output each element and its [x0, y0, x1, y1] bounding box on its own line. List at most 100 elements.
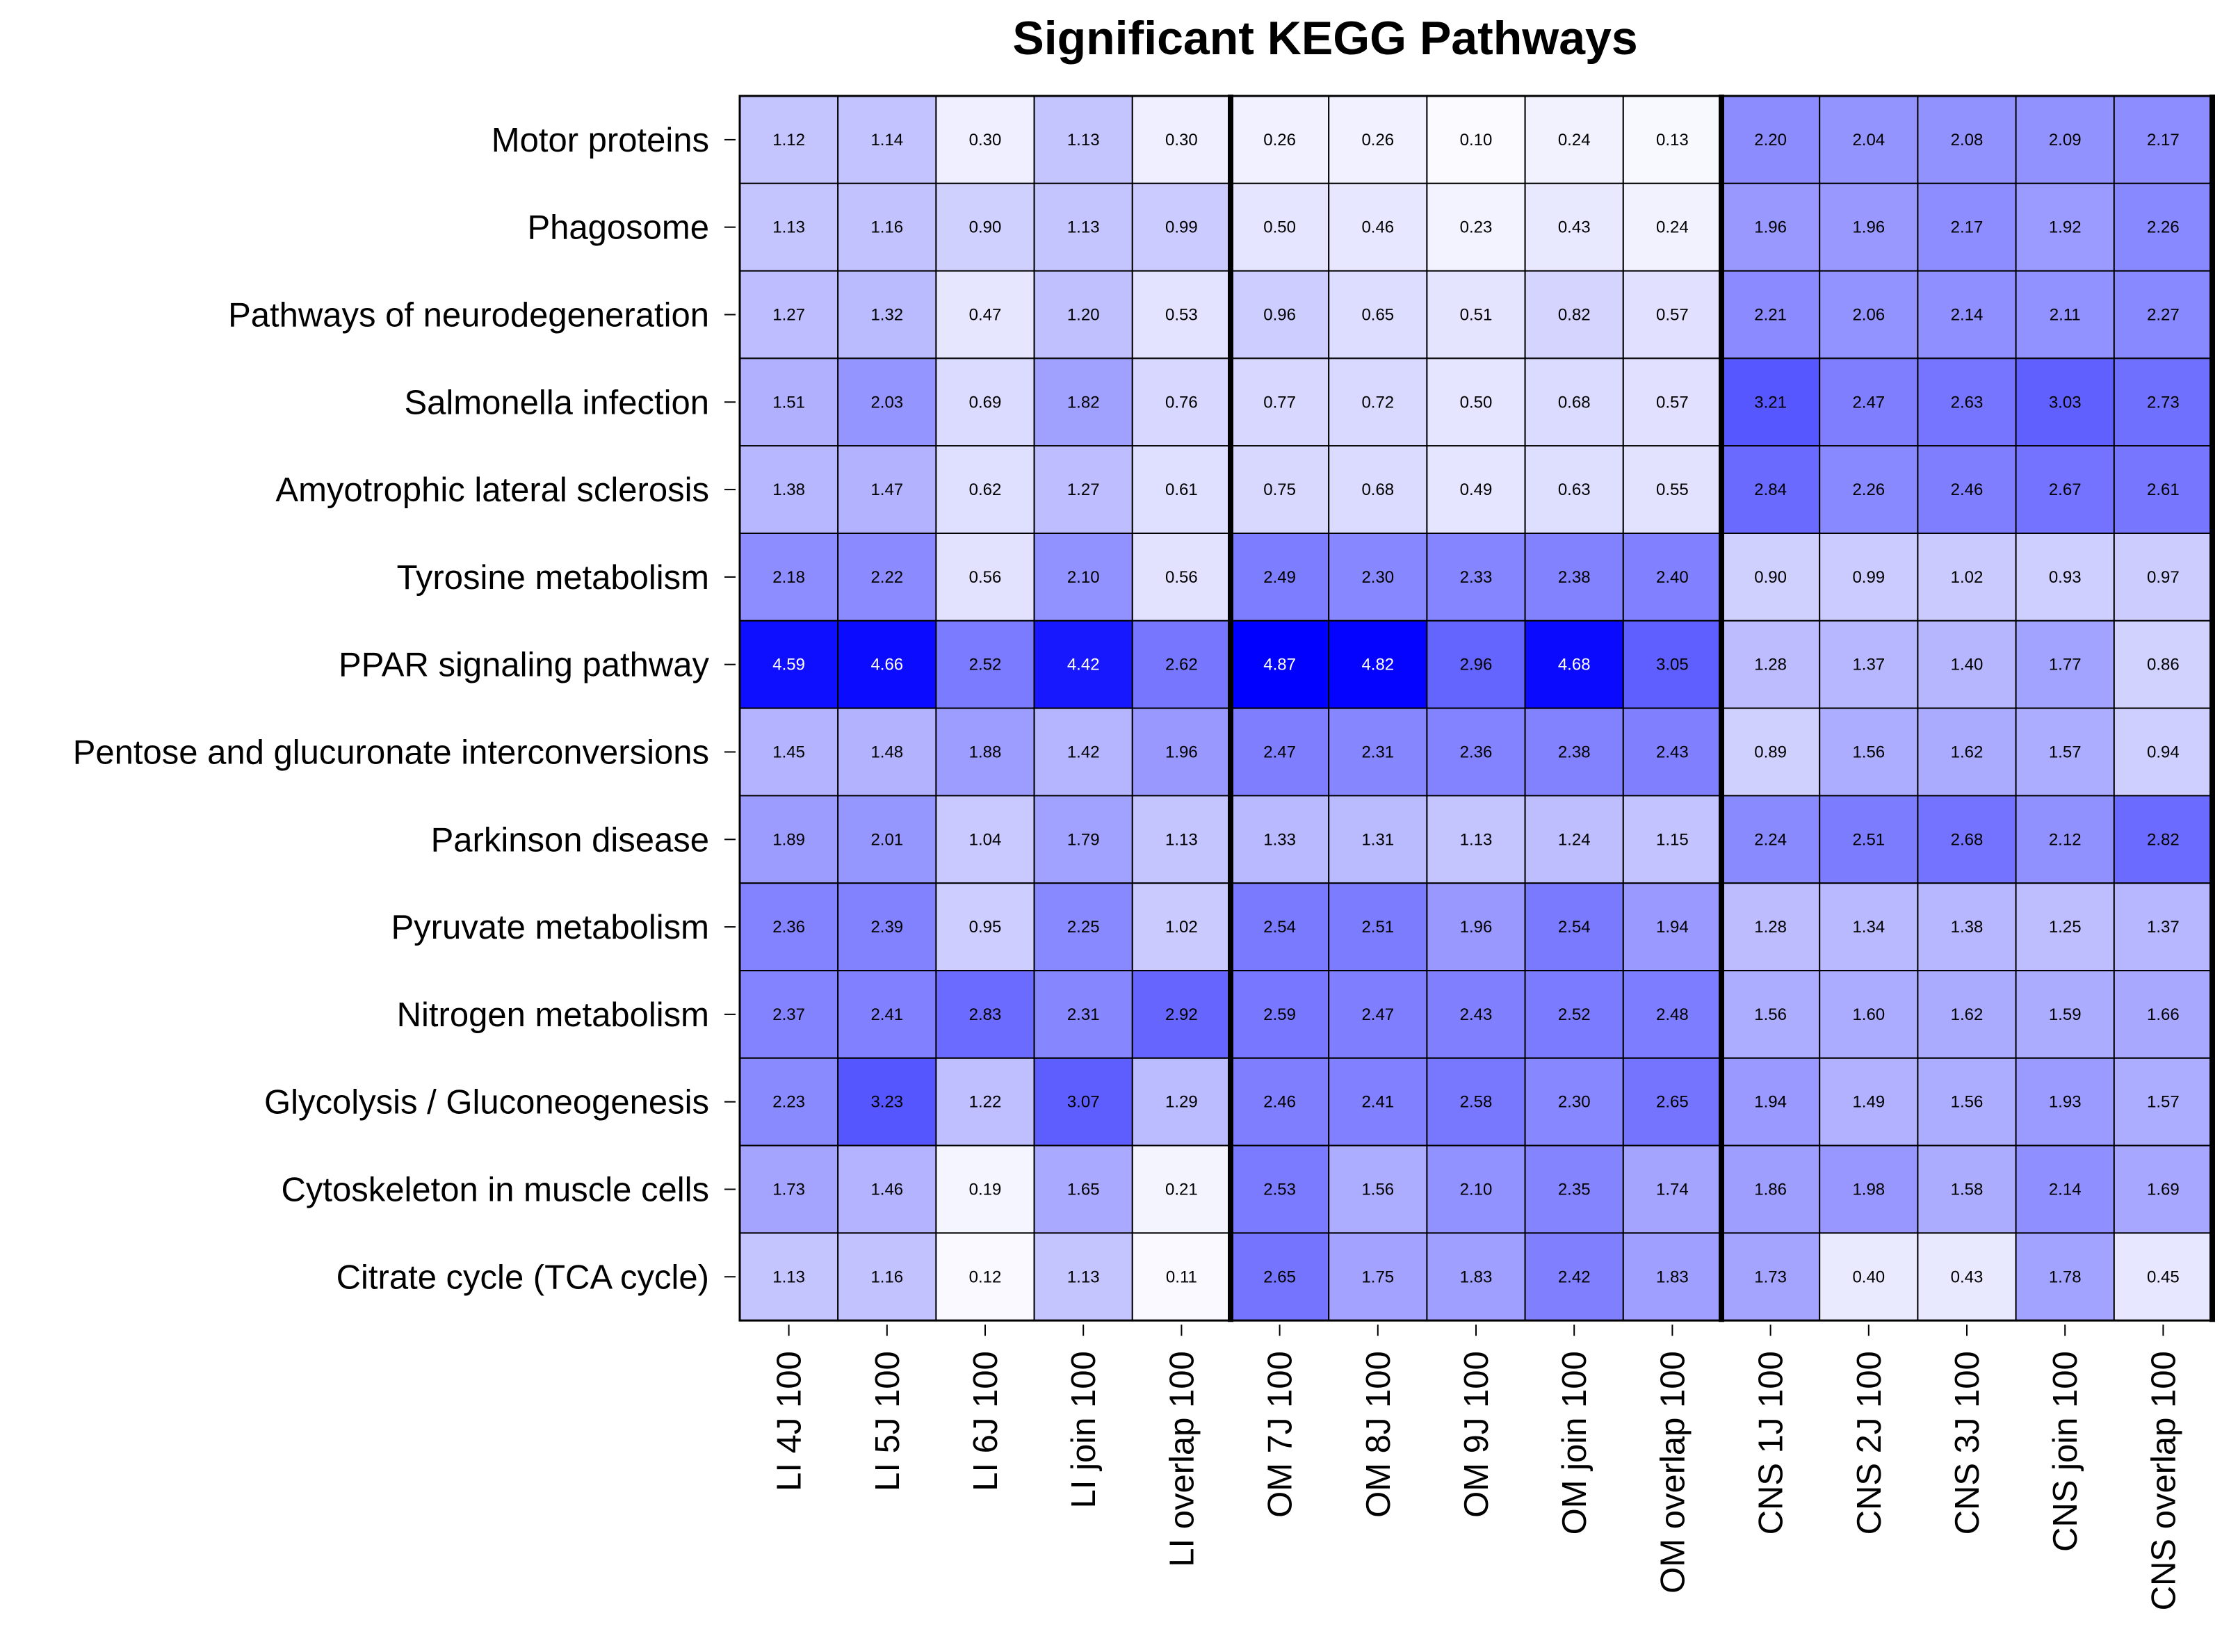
cell-value-label: 0.76 — [1165, 393, 1198, 412]
cell-value-label: 2.31 — [1361, 743, 1394, 762]
cell-value-label: 0.82 — [1558, 306, 1591, 325]
cell-value-label: 2.67 — [2049, 480, 2082, 499]
heatmap-cell — [1917, 270, 2017, 359]
cell-value-label: 1.77 — [2049, 656, 2082, 674]
cell-value-label: 1.89 — [772, 830, 805, 849]
cell-value-label: 2.53 — [1263, 1181, 1296, 1199]
cell-value-label: 1.56 — [1951, 1093, 1984, 1112]
heatmap-cell — [1819, 533, 1919, 622]
cell-value-label: 2.14 — [1951, 306, 1984, 325]
heatmap-cell — [2015, 1057, 2115, 1147]
heatmap-cell — [1917, 882, 2017, 971]
cell-value-label: 0.51 — [1460, 306, 1493, 325]
cell-value-label: 1.13 — [1067, 131, 1100, 149]
cell-value-label: 2.39 — [870, 918, 903, 937]
cell-value-label: 2.96 — [1460, 656, 1493, 674]
cell-value-label: 1.48 — [870, 743, 903, 762]
heatmap-cell — [1917, 1232, 2017, 1322]
heatmap-cell — [1819, 182, 1919, 272]
heatmap-cell — [1033, 95, 1133, 184]
cell-value-label: 2.52 — [1558, 1005, 1591, 1024]
heatmap-cell — [2113, 445, 2214, 535]
heatmap-cell — [1328, 620, 1428, 709]
cell-value-label: 2.43 — [1656, 743, 1689, 762]
cell-value-label: 2.25 — [1067, 918, 1100, 937]
heatmap-cell — [1328, 182, 1428, 272]
cell-value-label: 2.41 — [870, 1005, 903, 1024]
cell-value-label: 2.47 — [1852, 393, 1885, 412]
column-labels: LI 4J 100 LI 5J 100 LI 6J 100 LI join 100 LI… — [771, 1325, 2182, 1610]
heatmap-cell — [1721, 970, 1821, 1059]
heatmap-cell — [935, 182, 1035, 272]
cell-value-label: 2.68 — [1951, 830, 1984, 849]
cell-value-label: 2.26 — [1852, 480, 1885, 499]
cell-value-label: 1.56 — [1852, 743, 1885, 762]
cell-value-label: 1.13 — [772, 218, 805, 237]
row-label: Citrate cycle (TCA cycle) — [336, 1258, 709, 1296]
heatmap-cell — [1721, 707, 1821, 797]
column-label: CNS 3J 100 — [1949, 1351, 1986, 1534]
cell-value-label: 2.22 — [870, 568, 903, 587]
heatmap-cell — [837, 95, 937, 184]
heatmap-cell — [2113, 882, 2214, 971]
heatmap-cell — [1721, 882, 1821, 971]
cell-value-label: 0.46 — [1361, 218, 1394, 237]
row-label: Pentose and glucuronate interconversions — [73, 734, 709, 772]
heatmap-cell — [1230, 795, 1330, 884]
heatmap-cell — [1721, 357, 1821, 447]
heatmap-cell — [1426, 1057, 1526, 1147]
cell-value-label: 1.56 — [1754, 1005, 1787, 1024]
heatmap-cell — [739, 795, 839, 884]
cell-value-label: 2.54 — [1558, 918, 1591, 937]
heatmap-cell — [1230, 270, 1330, 359]
cell-value-label: 2.65 — [1656, 1093, 1689, 1112]
heatmap-cell — [935, 1144, 1035, 1234]
cell-value-label: 2.65 — [1263, 1268, 1296, 1286]
heatmap-cell — [2113, 270, 2214, 359]
cell-value-label: 0.61 — [1165, 480, 1198, 499]
cell-value-label: 1.12 — [772, 131, 805, 149]
cell-value-label: 2.58 — [1460, 1093, 1493, 1112]
cell-value-label: 0.77 — [1263, 393, 1296, 412]
row-label: Pyruvate metabolism — [391, 909, 709, 946]
cell-value-label: 4.66 — [870, 656, 903, 674]
cell-value-label: 0.57 — [1656, 393, 1689, 412]
cell-value-label: 2.09 — [2049, 131, 2082, 149]
cell-value-label: 2.08 — [1951, 131, 1984, 149]
heatmap-cell — [1230, 620, 1330, 709]
cell-value-label: 1.73 — [1754, 1268, 1787, 1286]
heatmap-cell — [739, 620, 839, 709]
cell-value-label: 2.42 — [1558, 1268, 1591, 1286]
cell-value-label: 1.83 — [1656, 1268, 1689, 1286]
heatmap-cell — [1721, 1057, 1821, 1147]
cell-value-label: 1.38 — [772, 480, 805, 499]
heatmap-cell — [1426, 795, 1526, 884]
heatmap-cell — [1622, 270, 1723, 359]
cell-value-label: 1.96 — [1852, 218, 1885, 237]
heatmap-cell — [837, 795, 937, 884]
heatmap-cell — [1328, 882, 1428, 971]
heatmap-cell — [1819, 795, 1919, 884]
heatmap-cell — [1328, 533, 1428, 622]
heatmap-cell — [1917, 445, 2017, 535]
heatmap-cell — [739, 533, 839, 622]
cell-value-label: 2.03 — [870, 393, 903, 412]
cell-value-label: 1.94 — [1656, 918, 1689, 937]
cell-value-label: 0.68 — [1558, 393, 1591, 412]
heatmap-cell — [739, 970, 839, 1059]
heatmap-cell — [1622, 357, 1723, 447]
cell-value-label: 1.49 — [1852, 1093, 1885, 1112]
cell-value-label: 1.45 — [772, 743, 805, 762]
heatmap-cell — [1524, 270, 1624, 359]
heatmap-cell — [1033, 533, 1133, 622]
heatmap-cell — [2015, 533, 2115, 622]
cell-value-label: 1.51 — [772, 393, 805, 412]
cell-value-label: 2.17 — [2147, 131, 2180, 149]
heatmap-cell — [1524, 1144, 1624, 1234]
cell-value-label: 2.83 — [969, 1005, 1002, 1024]
cell-value-label: 1.28 — [1754, 656, 1787, 674]
heatmap-cell — [739, 270, 839, 359]
cell-value-label: 0.68 — [1361, 480, 1394, 499]
cell-value-label: 1.38 — [1951, 918, 1984, 937]
cell-value-label: 1.57 — [2049, 743, 2082, 762]
